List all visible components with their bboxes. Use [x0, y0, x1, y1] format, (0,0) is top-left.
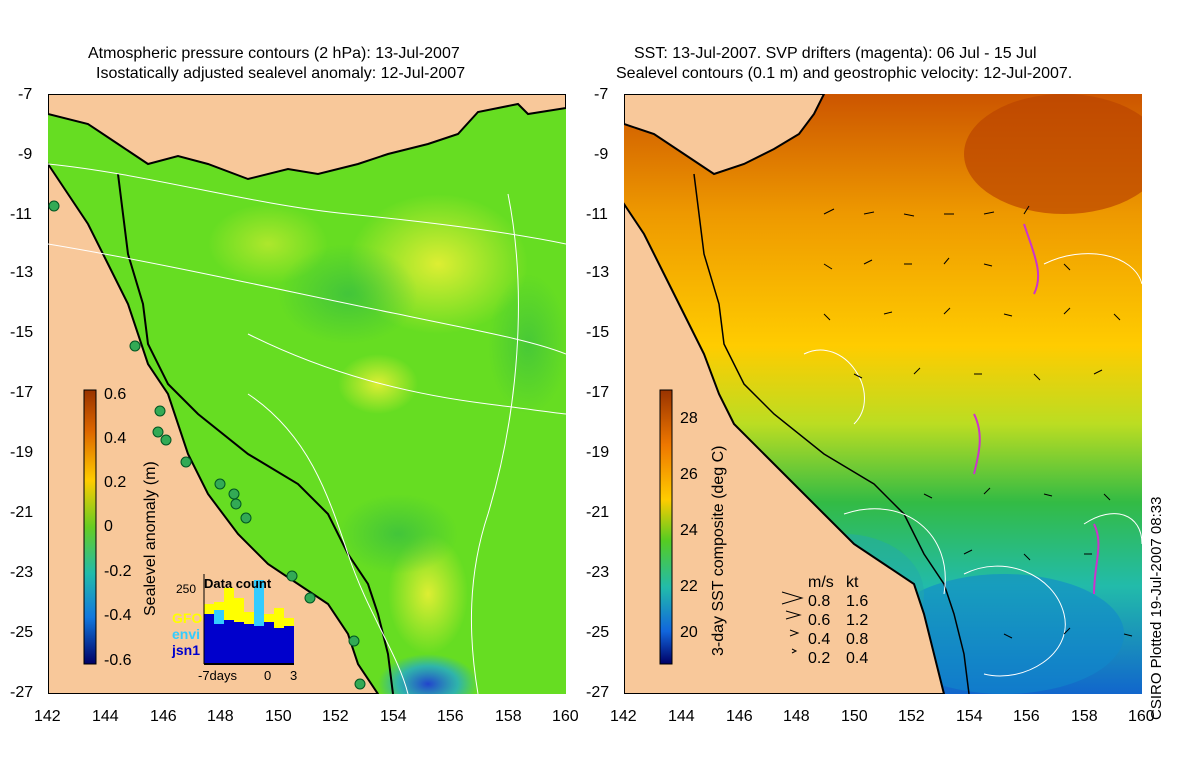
land-australia	[624, 202, 946, 694]
sst-map	[624, 94, 1142, 694]
drifter-track	[1023, 223, 1040, 295]
right-lon-tick: 152	[898, 708, 925, 725]
left-lon-tick: 144	[92, 708, 119, 725]
sealevel-anomaly-map	[48, 94, 566, 694]
right-title-line2: Sealevel contours (0.1 m) and geostrophi…	[616, 65, 1073, 82]
right-lon-tick: 156	[1013, 708, 1040, 725]
colorbar-tick: 0	[104, 518, 113, 535]
left-lon-tick: 158	[495, 708, 522, 725]
velocity-legend-arrows	[781, 591, 804, 654]
legend-gfo: GFO	[172, 610, 203, 626]
data-count-xlabel-start: -7days	[198, 668, 238, 683]
right-lon-tick: 160	[1128, 708, 1155, 725]
velocity-legend-ms: 0.6	[808, 612, 831, 629]
right-lon-tick: 144	[668, 708, 695, 725]
sealevel-map-graphic	[48, 94, 566, 694]
right-title-line1: SST: 13-Jul-2007. SVP drifters (magenta)…	[634, 45, 1037, 62]
right-lon-tick: 150	[841, 708, 868, 725]
right-lon-tick: 142	[610, 708, 637, 725]
colorbar-tick: 28	[680, 410, 698, 427]
legend-jsn1: jsn1	[172, 642, 201, 658]
left-lat-tick: -23	[10, 564, 34, 581]
right-lat-tick: -17	[586, 384, 610, 401]
velocity-legend-ms: 0.8	[808, 593, 831, 610]
sealevel-colorbar-label: Sealevel anomaly (m)	[142, 461, 159, 616]
right-lat-tick: -21	[586, 504, 610, 521]
colorbar-tick: -0.4	[104, 607, 132, 624]
right-lat-tick: -7	[594, 86, 609, 103]
velocity-legend-header-ms: m/s	[808, 574, 834, 591]
left-lat-tick: -19	[10, 444, 34, 461]
left-lon-tick: 148	[207, 708, 234, 725]
data-count-title: Data count	[204, 576, 272, 591]
velocity-legend-kt: 0.8	[846, 631, 869, 648]
sst-map-graphic	[624, 94, 1142, 694]
left-lat-tick: -13	[10, 264, 34, 281]
left-lat-tick: -11	[10, 206, 32, 223]
velocity-legend-ms: 0.2	[808, 650, 831, 667]
right-lon-tick: 148	[783, 708, 810, 725]
colorbar-tick: 20	[680, 624, 698, 641]
colorbar-tick: -0.2	[104, 563, 132, 580]
left-lat-tick: -25	[10, 624, 34, 641]
right-lat-tick: -19	[586, 444, 610, 461]
left-lon-tick: 154	[380, 708, 407, 725]
data-count-ymax: 250	[176, 582, 197, 596]
left-title-line2: Isostatically adjusted sealevel anomaly:…	[96, 65, 466, 82]
left-lon-tick: 152	[322, 708, 349, 725]
right-lat-tick: -15	[586, 324, 610, 341]
velocity-legend-kt: 1.2	[846, 612, 869, 629]
colorbar-tick: 0.4	[104, 430, 127, 447]
velocity-legend-kt: 1.6	[846, 593, 869, 610]
colorbar-tick: 0.6	[104, 386, 127, 403]
colorbar-tick: 22	[680, 578, 698, 595]
right-lat-tick: -25	[586, 624, 610, 641]
left-lon-tick: 160	[552, 708, 579, 725]
right-lat-tick: -9	[594, 146, 609, 163]
sst-colorbar-label: 3-day SST composite (deg C)	[710, 445, 727, 656]
left-lat-tick: -27	[10, 684, 34, 701]
data-count-xlabel-zero: 0	[264, 668, 272, 683]
left-lat-tick: -21	[10, 504, 34, 521]
left-lon-tick: 142	[34, 708, 61, 725]
data-count-inset	[203, 574, 294, 665]
left-lat-tick: -17	[10, 384, 34, 401]
drifter-track	[1093, 523, 1100, 595]
left-lat-tick: -15	[10, 324, 34, 341]
left-title-line1: Atmospheric pressure contours (2 hPa): 1…	[88, 45, 460, 62]
left-lat-tick: -9	[18, 146, 33, 163]
plot-credit: CSIRO Plotted 19-Jul-2007 08:33	[1148, 496, 1165, 720]
tide-gauge-stations	[48, 200, 366, 690]
left-lon-tick: 146	[150, 708, 177, 725]
data-count-xlabel-end: 3	[290, 668, 298, 683]
right-lat-tick: -11	[586, 206, 608, 223]
right-lat-tick: -13	[586, 264, 610, 281]
left-lon-tick: 150	[265, 708, 292, 725]
colorbar-tick: 26	[680, 466, 698, 483]
right-lon-tick: 158	[1071, 708, 1098, 725]
right-lon-tick: 146	[726, 708, 753, 725]
colorbar-tick: 0.2	[104, 474, 127, 491]
legend-envi: envi	[172, 626, 201, 642]
right-lat-tick: -27	[586, 684, 610, 701]
land-australia	[48, 162, 380, 694]
left-lon-tick: 156	[437, 708, 464, 725]
colorbar-tick: 24	[680, 522, 698, 539]
land-png	[624, 94, 826, 176]
left-lat-tick: -7	[18, 86, 33, 103]
velocity-legend-ms: 0.4	[808, 631, 831, 648]
velocity-legend-kt: 0.4	[846, 650, 869, 667]
velocity-arrows	[823, 205, 1133, 639]
right-lon-tick: 154	[956, 708, 983, 725]
sst-colorbar	[659, 389, 673, 665]
velocity-legend-header-kt: kt	[846, 574, 859, 591]
drifter-track	[973, 413, 981, 475]
right-lat-tick: -23	[586, 564, 610, 581]
sealevel-colorbar	[83, 389, 97, 665]
colorbar-tick: -0.6	[104, 652, 132, 669]
land-png	[48, 94, 566, 181]
